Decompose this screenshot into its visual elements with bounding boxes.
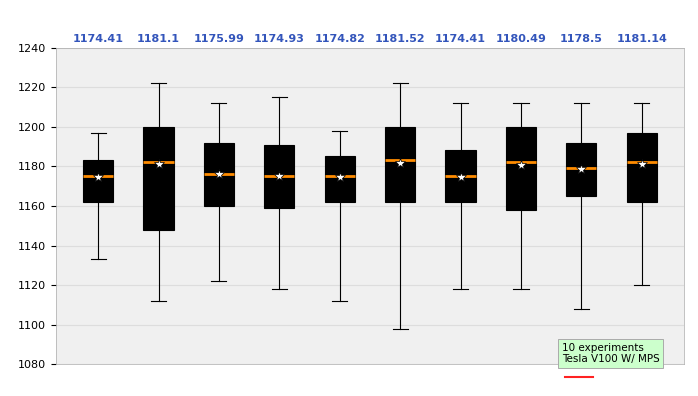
PathPatch shape: [143, 127, 174, 230]
PathPatch shape: [627, 133, 657, 202]
Text: 1174.41: 1174.41: [73, 34, 124, 44]
PathPatch shape: [385, 127, 415, 202]
Text: 1175.99: 1175.99: [193, 34, 244, 44]
PathPatch shape: [566, 143, 597, 196]
Text: 1181.1: 1181.1: [137, 34, 180, 44]
Text: 1178.5: 1178.5: [560, 34, 603, 44]
PathPatch shape: [325, 156, 355, 202]
PathPatch shape: [204, 143, 234, 206]
Text: 1174.82: 1174.82: [314, 34, 365, 44]
PathPatch shape: [506, 127, 536, 210]
Text: 10 experiments
Tesla V100 W/ MPS: 10 experiments Tesla V100 W/ MPS: [562, 343, 660, 364]
Text: 1181.14: 1181.14: [616, 34, 667, 44]
Text: 1174.41: 1174.41: [435, 34, 486, 44]
PathPatch shape: [445, 150, 475, 202]
Text: 1174.93: 1174.93: [254, 34, 305, 44]
PathPatch shape: [83, 160, 113, 202]
Text: 1180.49: 1180.49: [496, 34, 547, 44]
PathPatch shape: [265, 145, 295, 208]
Text: 1181.52: 1181.52: [375, 34, 426, 44]
